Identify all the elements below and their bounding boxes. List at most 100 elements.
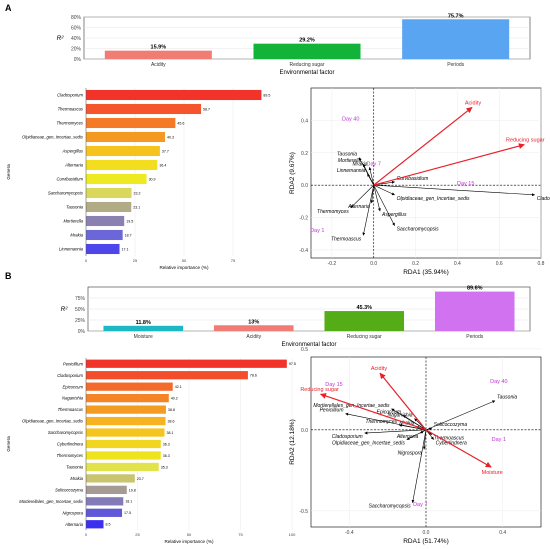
- a-right-species-label: Curvibasidium: [397, 176, 429, 182]
- b-right-species-label: Mortierellales_gen_Incertae_sedis: [313, 403, 390, 409]
- a-right-species-label: Thermomyces: [317, 209, 349, 215]
- b-right-xtick-label: 0.0: [423, 530, 430, 536]
- b-left-xtick-label: 0: [85, 532, 88, 537]
- a-right-plot-area: [310, 87, 542, 259]
- a-left-genus-label: Saccharomycopsis: [48, 191, 84, 196]
- panel-label-b: B: [5, 271, 12, 281]
- b-right-species-arrow: [425, 427, 433, 431]
- a-right-species-arrow: [367, 173, 374, 186]
- b-top-bar: [434, 291, 515, 331]
- a-right-site-label: Day 7: [367, 162, 381, 168]
- b-left-bar-value-label: 36.3: [163, 442, 170, 446]
- b-right-species-label: Solicoccozyma: [434, 422, 468, 428]
- a-left-genus-label: Mortierella: [63, 219, 83, 224]
- b-right-env-arrow: [379, 372, 427, 431]
- a-left-bar: [86, 187, 132, 199]
- a-top-bar-value-label: 75.7%: [448, 13, 464, 19]
- b-left-genus-label: Tausonia: [66, 465, 84, 470]
- a-left-bar: [86, 173, 147, 185]
- a-left-genus-label: Thermoascus: [58, 107, 84, 112]
- b-top-ytick-label: 0%: [78, 329, 86, 335]
- a-right-ytick-label: -0.2: [299, 216, 308, 222]
- a-top-xtick-label: Reducing sugar: [289, 62, 324, 68]
- b-right-species-arrow: [398, 424, 427, 431]
- a-left-genus-label: Mrakia: [70, 233, 83, 238]
- b-right-species-label: Epicoccum: [377, 409, 401, 415]
- b-top-xtick-label: Moisture: [134, 334, 153, 340]
- a-right-species-arrow: [368, 167, 375, 186]
- b-right-species-label: Tausonia: [497, 395, 517, 401]
- b-right-species-arrow: [364, 429, 427, 435]
- b-left-bar: [86, 462, 159, 472]
- a-right-species-label: Tausonia: [337, 152, 357, 158]
- a-right-species-label: Thermoascus: [331, 236, 362, 242]
- a-right-species-label: Mrakia: [353, 161, 368, 167]
- b-left-bar: [86, 382, 173, 391]
- a-right-xtick-label: 0.6: [496, 261, 503, 267]
- b-left-chart: 0 25 50 75 100 97.5 Penicillium 78.6 Cladosporiu…: [6, 358, 296, 544]
- a-right-species-label: Saccharomycopsis: [397, 227, 439, 233]
- b-left-bar: [86, 359, 287, 368]
- a-left-bar-value-label: 19.5: [126, 219, 133, 223]
- a-right-species-arrow: [373, 184, 536, 197]
- a-right-ytick-label: 0.2: [301, 151, 308, 157]
- a-right-species-arrow: [350, 184, 374, 209]
- b-right-xtick-label: -0.4: [345, 530, 354, 536]
- a-top-bar: [402, 19, 510, 59]
- a-right-env-label: Reducing sugar: [506, 138, 545, 144]
- b-right-species-label: Thermoascus: [434, 436, 465, 442]
- b-left-genus-label: Naganishia: [62, 396, 84, 401]
- a-left-xtick-label: 75: [231, 258, 236, 263]
- a-left-genus-label: Thermomyces: [56, 121, 83, 126]
- a-right-species-arrow: [373, 185, 395, 226]
- a-top-ytick-label: 20%: [71, 47, 82, 53]
- a-top-bar: [253, 43, 361, 59]
- a-left-bar-value-label: 23.1: [133, 205, 140, 209]
- b-right-species-label: Naganishia: [387, 413, 412, 419]
- b-left-xtick-label: 25: [135, 532, 140, 537]
- a-right-chart: -0.2 0.0 0.2 0.4 0.6 0.8 -0.4 -0.2 0.0 0.2 0.4 Taus…: [289, 87, 550, 276]
- a-left-genus-label: Alternaria: [64, 163, 84, 168]
- a-top-xtick-label: Periods: [447, 62, 464, 68]
- a-right-xtick-label: -0.2: [328, 261, 337, 267]
- b-left-bar: [86, 394, 169, 403]
- a-left-bar-value-label: 45.6: [177, 121, 184, 125]
- b-left-bar: [86, 428, 165, 437]
- b-left-bar-value-label: 38.1: [166, 431, 173, 435]
- b-left-genus-label: Cyberlindnera: [57, 442, 84, 447]
- a-top-ytick-label: 0%: [74, 57, 82, 63]
- b-top-bar-value-label: 11.8%: [136, 320, 151, 326]
- b-top-xtick-label: Reducing sugar: [347, 334, 382, 340]
- b-left-bar-value-label: 38.6: [168, 419, 175, 423]
- a-left-bar: [86, 131, 165, 143]
- a-left-bar: [86, 201, 132, 213]
- a-right-site-label: Day 15: [457, 181, 474, 187]
- b-right-species-label: Nigrospora: [398, 450, 423, 456]
- a-left-bar: [86, 243, 120, 255]
- a-left-bar: [86, 117, 176, 129]
- b-top-xtick-label: Periods: [466, 334, 483, 340]
- b-right-species-label: Cyberlindnera: [436, 441, 467, 447]
- b-right-env-label: Reducing sugar: [300, 387, 339, 393]
- b-left-genus-label: Saccharomycopsis: [48, 430, 84, 435]
- b-left-bar: [86, 439, 161, 449]
- a-left-genus-label: Linnemannia: [59, 247, 84, 252]
- a-right-species-arrow: [362, 185, 375, 236]
- a-top-bar: [104, 50, 212, 59]
- a-right-env-label: Acidity: [465, 100, 481, 106]
- a-left-bar: [86, 229, 123, 241]
- a-right-site-label: Day 1: [310, 228, 324, 234]
- a-right-species-label: Aspergillus: [381, 212, 407, 218]
- b-right-species-arrow: [402, 415, 427, 431]
- b-left-xtick-label: 50: [187, 532, 192, 537]
- a-right-species-arrow: [373, 184, 395, 196]
- b-top-bar: [324, 311, 405, 331]
- b-left-bar: [86, 497, 124, 506]
- a-left-bar-value-label: 37.7: [162, 149, 169, 153]
- b-left-genus-label: Thermoascus: [58, 407, 84, 412]
- b-left-bar-value-label: 17.5: [124, 511, 131, 515]
- b-left-genus-label: Mortierellales_gen_Incertae_sedis: [19, 499, 84, 504]
- b-left-bar: [86, 451, 161, 460]
- b-left-ylabel: Genera: [6, 436, 11, 452]
